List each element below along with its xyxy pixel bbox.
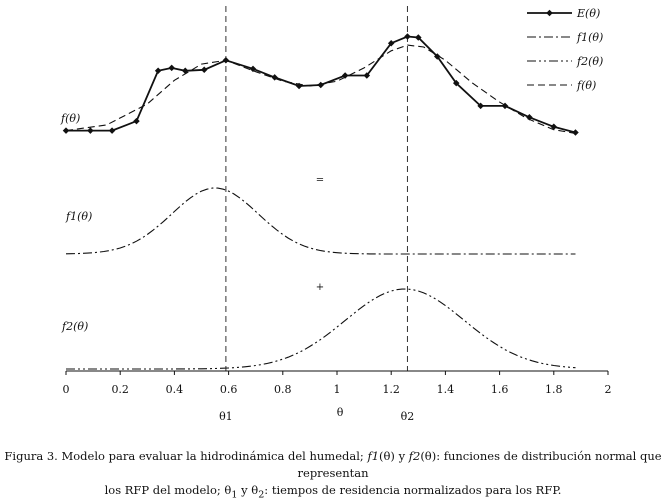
caption-f1: f1 <box>367 449 380 463</box>
x-tick-label-7: 1.2 <box>382 383 400 396</box>
data-point-20 <box>452 79 460 87</box>
legend-label-2: f1(θ) <box>576 31 603 44</box>
x-axis: 0 0.2 0.4 0.6 0.8 1 1.2 1.4 1.6 1.8 2 θ <box>63 370 612 419</box>
legend-label-3: f2(θ) <box>576 55 603 68</box>
panel-3: f2(θ) + <box>61 282 576 370</box>
vline-label-2: θ2 <box>401 410 415 423</box>
x-axis-label: θ <box>337 406 344 419</box>
panel-label-2: f1(θ) <box>65 210 92 223</box>
x-tick-label-3: 0.4 <box>166 383 184 396</box>
legend-entry-4: f(θ) <box>527 79 596 92</box>
x-tick-label-9: 1.6 <box>491 383 509 396</box>
x-tick-label-6: 1 <box>334 383 341 396</box>
panel-operator-2: = <box>316 175 324 186</box>
x-tick-label-11: 2 <box>605 383 612 396</box>
series-line-f1-2 <box>65 187 576 255</box>
data-point-17 <box>404 33 411 40</box>
caption-text: los RFP del modelo; θ <box>104 483 232 497</box>
panel-label-1: f(θ) <box>60 112 80 125</box>
caption-text: : tiempos de residencia normalizados par… <box>264 483 562 497</box>
data-point-14 <box>341 72 349 79</box>
data-point-4 <box>133 117 140 125</box>
data-point-21 <box>477 102 484 110</box>
x-tick-label-2: 0.2 <box>111 383 129 396</box>
caption-text: Figura 3. Modelo para evaluar la hidrodi… <box>4 449 368 463</box>
caption-line-2: los RFP del modelo; θ1 y θ2: tiempos de … <box>0 482 666 503</box>
x-tick-label-5: 0.8 <box>274 383 292 396</box>
x-tick-label-10: 1.8 <box>545 383 563 396</box>
panel-operator-3: + <box>316 282 324 293</box>
data-point-6 <box>168 64 175 72</box>
data-point-5 <box>154 67 162 75</box>
chart: θ1 θ2 f(θ)f1(θ)=f2(θ)+ 0 0.2 0.4 0.6 0.8 1 1.2 1… <box>60 6 612 423</box>
caption-line-1: Figura 3. Modelo para evaluar la hidrodi… <box>0 448 666 482</box>
legend-entry-1: E(θ) <box>527 7 600 20</box>
series-line-f-1 <box>65 44 576 134</box>
legend: E(θ) f1(θ) f2(θ) f(θ) <box>527 7 603 92</box>
x-tick-label-1: 0 <box>63 383 70 396</box>
legend-label-4: f(θ) <box>576 79 596 92</box>
caption-text: y θ <box>237 483 259 497</box>
legend-label-1: E(θ) <box>576 7 600 20</box>
data-point-25 <box>572 129 579 136</box>
x-tick-label-8: 1.4 <box>437 383 455 396</box>
vline-label-1: θ1 <box>219 410 233 423</box>
data-point-8 <box>200 66 208 74</box>
vertical-reference-lines: θ1 θ2 <box>219 6 414 423</box>
figure-caption: Figura 3. Modelo para evaluar la hidrodi… <box>0 448 666 503</box>
x-tick-label-4: 0.6 <box>220 383 238 396</box>
legend-entry-2: f1(θ) <box>527 31 603 44</box>
caption-text: (θ) y <box>379 449 409 463</box>
data-point-2 <box>87 127 94 134</box>
data-point-10 <box>249 65 257 73</box>
caption-text: (θ): funciones de distribución normal qu… <box>297 449 662 480</box>
legend-marker <box>546 9 553 17</box>
caption-f2: f2 <box>408 449 421 463</box>
panel-1: f(θ) <box>60 33 579 136</box>
panel-label-3: f2(θ) <box>61 320 88 333</box>
legend-entry-3: f2(θ) <box>527 55 603 68</box>
chart-panels: f(θ) f1(θ) = f2(θ) + <box>60 33 579 370</box>
series-line-f2-3 <box>66 288 576 370</box>
panel-2: f1(θ) = <box>65 175 576 255</box>
data-point-3 <box>108 127 116 134</box>
